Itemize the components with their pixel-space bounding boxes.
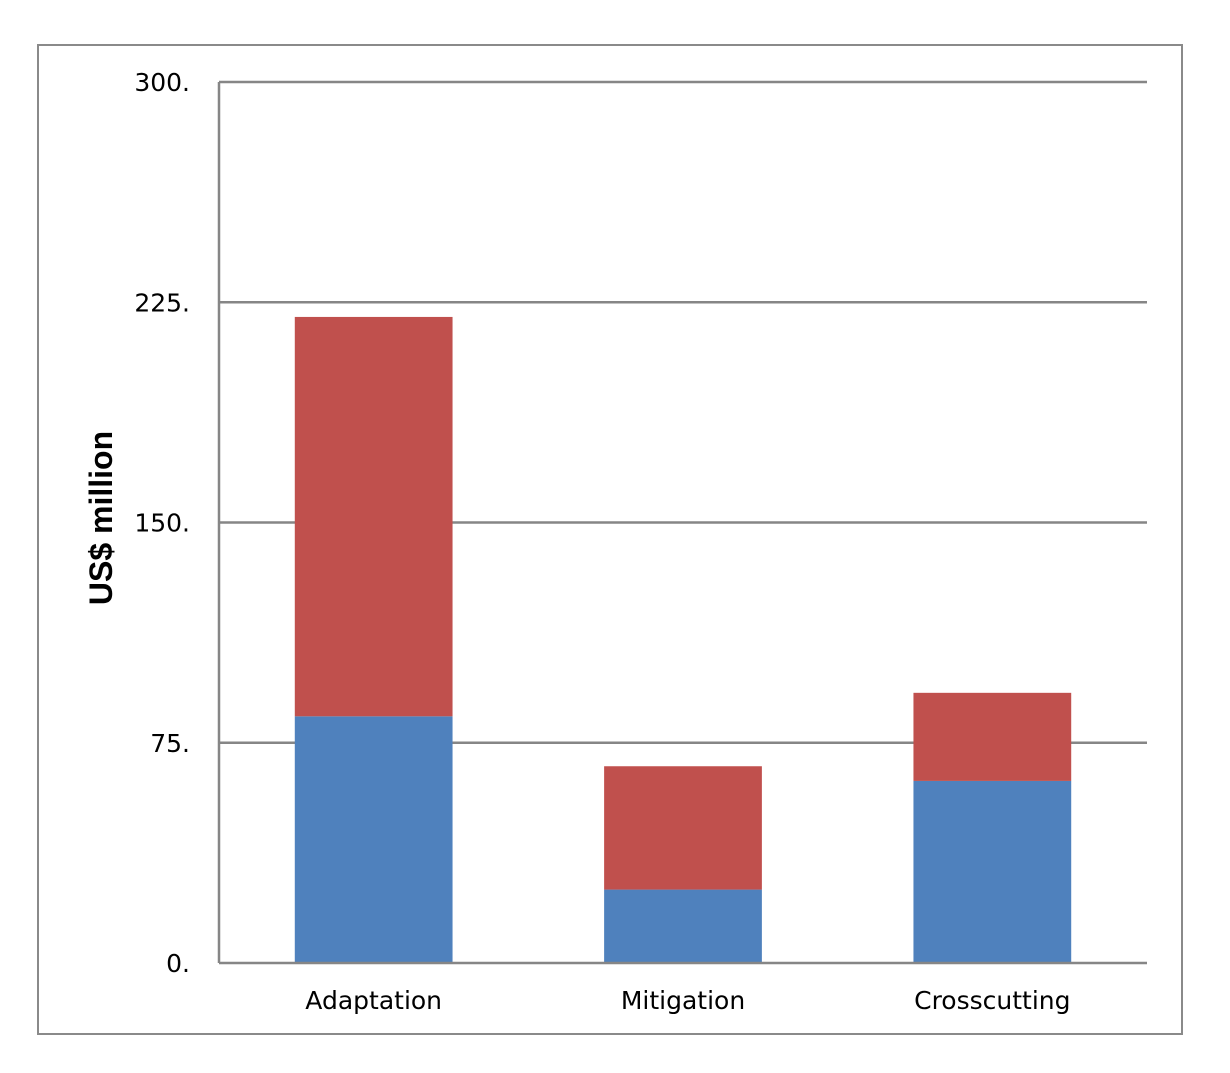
x-category-label: Mitigation [621,986,745,1015]
bars [294,316,1072,963]
x-category-label: Crosscutting [914,986,1070,1015]
bar-segment-mitigation-2 [604,766,762,890]
bar-segment-adaptation-2 [294,316,453,717]
y-tick-label: 75. [150,729,190,758]
y-tick-label: 0. [166,949,190,978]
bar-segment-adaptation-1 [294,716,453,963]
axes [217,82,1147,965]
y-tick-label: 225. [134,288,190,317]
bar-segment-crosscutting-1 [913,780,1072,963]
x-category-label: Adaptation [305,986,442,1015]
y-tick-label: 150. [134,509,190,538]
y-tick-label: 300. [134,68,190,97]
y-tick-labels: 0. 75. 150. 225. 300. [134,68,190,978]
x-category-labels: Adaptation Mitigation Crosscutting [305,986,1070,1015]
y-axis-title: US$ million [83,431,119,605]
bar-segment-crosscutting-2 [913,692,1072,781]
bar-segment-mitigation-1 [604,889,762,963]
